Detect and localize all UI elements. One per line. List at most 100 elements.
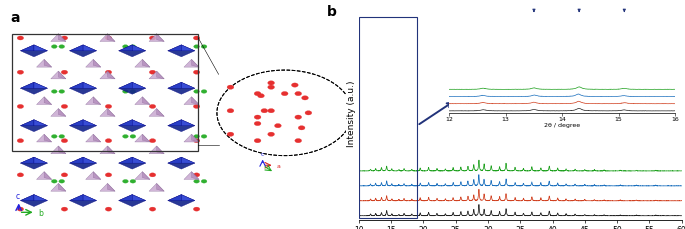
Circle shape xyxy=(193,139,200,143)
Polygon shape xyxy=(93,135,101,142)
Polygon shape xyxy=(119,120,146,132)
Polygon shape xyxy=(100,35,115,42)
Polygon shape xyxy=(184,172,199,180)
Circle shape xyxy=(105,37,112,41)
Circle shape xyxy=(282,92,288,96)
Polygon shape xyxy=(58,146,66,154)
Polygon shape xyxy=(132,195,146,201)
Circle shape xyxy=(123,90,128,94)
Polygon shape xyxy=(108,109,115,117)
Polygon shape xyxy=(58,72,66,79)
Polygon shape xyxy=(70,120,97,132)
Polygon shape xyxy=(285,110,292,118)
Text: b: b xyxy=(38,208,43,217)
Polygon shape xyxy=(119,83,146,95)
Circle shape xyxy=(194,135,199,139)
Circle shape xyxy=(51,46,57,49)
Polygon shape xyxy=(86,135,101,142)
Polygon shape xyxy=(70,46,97,57)
Polygon shape xyxy=(149,184,164,191)
Circle shape xyxy=(105,207,112,211)
Polygon shape xyxy=(100,109,115,117)
Circle shape xyxy=(17,105,23,109)
Polygon shape xyxy=(70,195,97,207)
Polygon shape xyxy=(182,83,195,89)
Polygon shape xyxy=(132,158,146,164)
Polygon shape xyxy=(182,120,195,126)
Polygon shape xyxy=(119,158,132,164)
Polygon shape xyxy=(119,158,146,169)
Circle shape xyxy=(268,133,275,137)
Polygon shape xyxy=(21,46,47,57)
Polygon shape xyxy=(108,35,115,42)
Polygon shape xyxy=(168,120,195,132)
Polygon shape xyxy=(51,146,66,154)
Circle shape xyxy=(149,207,155,211)
Circle shape xyxy=(123,180,128,183)
Polygon shape xyxy=(51,35,66,42)
Text: c: c xyxy=(16,192,20,201)
Circle shape xyxy=(254,115,261,120)
Circle shape xyxy=(149,105,155,109)
Polygon shape xyxy=(100,146,115,154)
Text: b: b xyxy=(327,5,336,19)
Polygon shape xyxy=(51,109,66,117)
Polygon shape xyxy=(157,184,164,191)
Polygon shape xyxy=(157,146,164,154)
Polygon shape xyxy=(135,135,150,142)
Circle shape xyxy=(130,46,136,49)
Bar xyxy=(12,35,198,152)
Polygon shape xyxy=(36,60,51,68)
Polygon shape xyxy=(135,172,150,180)
Polygon shape xyxy=(182,195,195,201)
Circle shape xyxy=(201,90,207,94)
Circle shape xyxy=(193,71,200,75)
Circle shape xyxy=(130,90,136,94)
Polygon shape xyxy=(51,72,66,79)
Circle shape xyxy=(61,105,68,109)
Polygon shape xyxy=(44,135,51,142)
Polygon shape xyxy=(44,172,51,180)
Circle shape xyxy=(61,71,68,75)
Polygon shape xyxy=(21,158,47,169)
Circle shape xyxy=(193,105,200,109)
Circle shape xyxy=(193,37,200,41)
Polygon shape xyxy=(21,158,34,164)
Polygon shape xyxy=(36,172,51,180)
Polygon shape xyxy=(168,46,195,57)
Polygon shape xyxy=(132,83,146,89)
Circle shape xyxy=(51,180,57,183)
Circle shape xyxy=(227,86,234,90)
Polygon shape xyxy=(83,83,97,89)
Polygon shape xyxy=(168,46,182,52)
Polygon shape xyxy=(108,184,115,191)
Polygon shape xyxy=(36,97,51,105)
Polygon shape xyxy=(93,97,101,105)
Polygon shape xyxy=(34,83,47,89)
Circle shape xyxy=(17,207,23,211)
Polygon shape xyxy=(168,83,182,89)
Polygon shape xyxy=(21,195,47,207)
Circle shape xyxy=(254,139,261,143)
Polygon shape xyxy=(288,102,305,109)
Polygon shape xyxy=(86,97,101,105)
Polygon shape xyxy=(21,120,47,132)
Polygon shape xyxy=(44,97,51,105)
Circle shape xyxy=(268,81,275,86)
Circle shape xyxy=(295,139,301,143)
Circle shape xyxy=(227,109,234,113)
Polygon shape xyxy=(36,135,51,142)
Polygon shape xyxy=(83,46,97,52)
Circle shape xyxy=(194,46,199,49)
Polygon shape xyxy=(58,35,66,42)
Polygon shape xyxy=(51,184,66,191)
Polygon shape xyxy=(34,46,47,52)
Polygon shape xyxy=(83,195,97,201)
Circle shape xyxy=(193,207,200,211)
Polygon shape xyxy=(135,97,150,105)
Polygon shape xyxy=(70,158,97,169)
Polygon shape xyxy=(168,158,195,169)
Polygon shape xyxy=(285,86,292,95)
Polygon shape xyxy=(277,133,292,142)
Circle shape xyxy=(149,139,155,143)
